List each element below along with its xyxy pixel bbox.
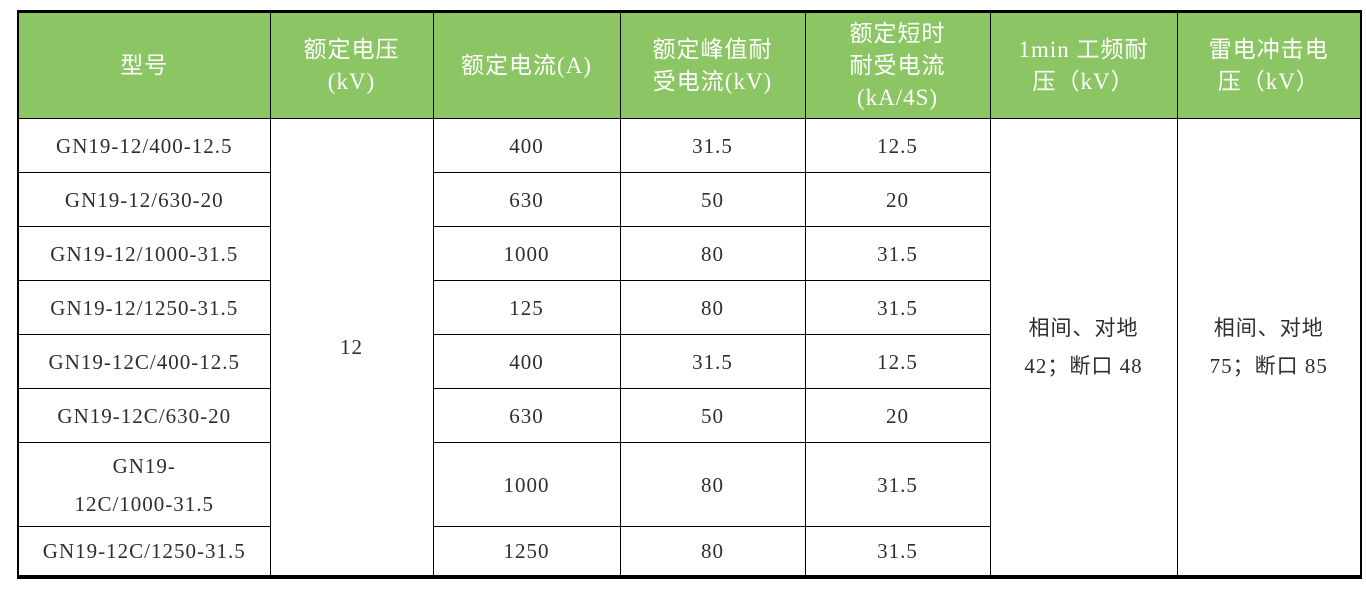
power-frequency-withstand-merged-cell: 相间、对地 42；断口 48 [989, 118, 1178, 577]
model-cell: GN19-12C/1250-31.5 [17, 526, 271, 577]
model-cell: GN19-12/1000-31.5 [17, 226, 271, 281]
column-header-lightning-impulse: 雷电冲击电 压（kV） [1176, 11, 1362, 119]
rated-current-cell: 1000 [432, 226, 621, 281]
peak-withstand-cell: 80 [619, 442, 806, 527]
spec-table: 型号 额定电压 (kV) 额定电流(A) 额定峰值耐 受电流(kV) 额定短时 … [17, 10, 1362, 579]
model-cell: GN19-12/1250-31.5 [17, 280, 271, 335]
table-row: GN19-12/1250-31.5 125 80 31.5 [17, 280, 1361, 335]
peak-withstand-cell: 50 [619, 172, 806, 227]
table-row: GN19-12/400-12.5 12 400 31.5 12.5 相间、对地 … [17, 118, 1362, 577]
table-row: GN19-12/630-20 630 50 20 [17, 172, 1361, 227]
rated-current-cell: 400 [432, 118, 621, 173]
column-header-peak-withstand-current: 额定峰值耐 受电流(kV) [619, 11, 806, 119]
table-row: GN19-12C/630-20 630 50 20 [17, 388, 1361, 443]
table-row: GN19-12C/1250-31.5 1250 80 31.5 [17, 526, 1361, 577]
peak-withstand-cell: 80 [619, 280, 806, 335]
rated-current-cell: 630 [432, 172, 621, 227]
rated-current-cell: 400 [432, 334, 621, 389]
short-time-withstand-cell: 20 [804, 388, 991, 443]
rated-current-cell: 1250 [432, 526, 621, 577]
lightning-impulse-merged-cell: 相间、对地 75；断口 85 [1176, 118, 1362, 577]
short-time-withstand-cell: 12.5 [804, 334, 991, 389]
model-cell: GN19-12C/630-20 [17, 388, 271, 443]
short-time-withstand-cell: 31.5 [804, 526, 991, 577]
short-time-withstand-cell: 31.5 [804, 280, 991, 335]
short-time-withstand-cell: 20 [804, 172, 991, 227]
table-row: GN19- 12C/1000-31.5 1000 80 31.5 [17, 442, 1361, 527]
table-row: GN19-12/1000-31.5 1000 80 31.5 [17, 226, 1361, 281]
rated-current-cell: 1000 [432, 442, 621, 527]
column-header-model: 型号 [17, 11, 271, 119]
rated-current-cell: 125 [432, 280, 621, 335]
header-row: 型号 额定电压 (kV) 额定电流(A) 额定峰值耐 受电流(kV) 额定短时 … [17, 11, 1362, 119]
column-header-rated-current: 额定电流(A) [432, 11, 621, 119]
column-header-rated-voltage: 额定电压 (kV) [269, 11, 434, 119]
short-time-withstand-cell: 31.5 [804, 442, 991, 527]
peak-withstand-cell: 50 [619, 388, 806, 443]
model-cell: GN19-12/400-12.5 [17, 118, 271, 173]
peak-withstand-cell: 80 [619, 526, 806, 577]
model-cell: GN19-12C/400-12.5 [17, 334, 271, 389]
peak-withstand-cell: 31.5 [619, 118, 806, 173]
short-time-withstand-cell: 31.5 [804, 226, 991, 281]
column-header-power-frequency-withstand: 1min 工频耐 压（kV） [989, 11, 1178, 119]
rated-current-cell: 630 [432, 388, 621, 443]
rated-voltage-merged-cell: 12 [269, 118, 434, 577]
peak-withstand-cell: 80 [619, 226, 806, 281]
column-header-short-time-withstand-current: 额定短时 耐受电流 (kA/4S) [804, 11, 991, 119]
peak-withstand-cell: 31.5 [619, 334, 806, 389]
model-cell: GN19-12/630-20 [17, 172, 271, 227]
short-time-withstand-cell: 12.5 [804, 118, 991, 173]
model-cell: GN19- 12C/1000-31.5 [17, 442, 271, 527]
